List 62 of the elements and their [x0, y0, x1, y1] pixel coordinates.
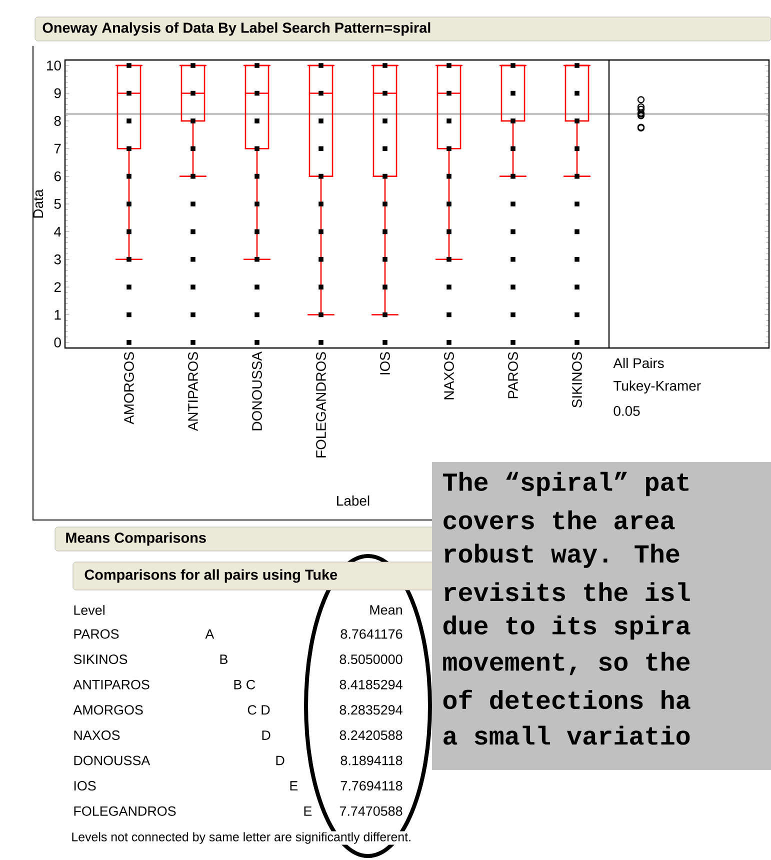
y-tick-label: 5 — [54, 199, 61, 209]
text: 8.1894118 — [340, 756, 402, 766]
text: E — [304, 806, 312, 816]
y-tick-label: 9 — [54, 88, 61, 98]
y-tick-label: 0 — [54, 338, 61, 348]
category-label: DONOUSSA — [74, 756, 150, 766]
text: 8.2420588 — [340, 730, 402, 740]
text: 8.7641176 — [340, 629, 402, 639]
category-label: AMORGOS — [73, 705, 143, 715]
text: Mean — [370, 605, 402, 615]
text: Level — [74, 605, 104, 615]
text: All Pairs — [613, 358, 664, 368]
x-tick-label: ANTIPAROS — [188, 352, 198, 432]
x-axis-title: Label — [337, 496, 370, 506]
text: B — [220, 654, 228, 664]
text: 8.5050000 — [340, 654, 402, 664]
y-tick-label: 10 — [47, 60, 61, 70]
x-tick-label: NAXOS — [444, 352, 454, 400]
y-tick-label: 1 — [54, 310, 61, 320]
text: 7.7470588 — [340, 806, 402, 816]
text: a small variatio — [444, 726, 690, 745]
y-tick-label: 7 — [54, 144, 61, 154]
category-label: ANTIPAROS — [73, 680, 150, 690]
text: covers the area — [444, 510, 675, 530]
text: 7.7694118 — [340, 781, 402, 791]
category-label: NAXOS — [74, 730, 120, 740]
category-label: PAROS — [74, 629, 119, 639]
text: revisits the isl — [444, 582, 690, 602]
y-tick-label: 4 — [54, 226, 62, 236]
text: D — [262, 730, 270, 740]
x-tick-label: PAROS — [508, 352, 518, 398]
y-tick-label: 3 — [54, 254, 61, 264]
chart-title: Oneway Analysis of Data By Label Search Pattern=spiral — [42, 22, 430, 36]
text: due to its spira — [443, 616, 690, 640]
y-axis-title: Data — [33, 189, 44, 218]
text: A — [205, 629, 214, 639]
x-tick-label: IOS — [380, 352, 390, 374]
y-tick-label: 6 — [54, 171, 61, 182]
category-label: IOS — [74, 781, 96, 791]
text: Levels not connected by same letter are significantly different. — [72, 832, 410, 844]
text: D — [276, 756, 284, 766]
x-tick-label: FOLEGANDROS — [316, 352, 326, 458]
text: movement, so the — [443, 652, 690, 676]
text: Tukey-Kramer — [614, 380, 701, 394]
y-tick-label: 2 — [54, 282, 61, 292]
text: The “spiral” pat — [442, 472, 688, 496]
x-tick-label: DONOUSSA — [252, 352, 262, 430]
x-tick-label: SIKINOS — [572, 352, 582, 408]
text: 0.05 — [614, 406, 640, 416]
text: 8.2835294 — [340, 705, 402, 715]
text: E — [290, 781, 298, 790]
text: C D — [248, 705, 270, 715]
text: B C — [234, 680, 256, 690]
text: Means Comparisons — [66, 532, 206, 546]
y-tick-label: 8 — [54, 116, 61, 126]
text: Comparisons for all pairs using Tuke — [84, 569, 338, 583]
x-tick-label: AMORGOS — [124, 352, 134, 424]
text: robust way. The — [444, 544, 680, 568]
text: 8.4185294 — [340, 680, 402, 690]
text: of detections ha — [443, 690, 690, 710]
category-label: FOLEGANDROS — [74, 806, 176, 816]
category-label: SIKINOS — [74, 654, 128, 664]
